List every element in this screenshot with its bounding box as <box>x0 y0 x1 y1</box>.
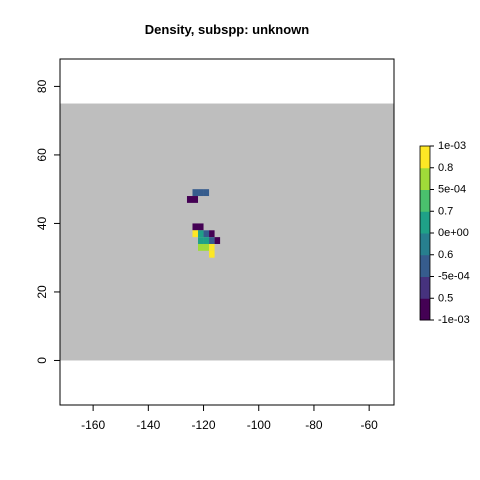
colorbar-segment <box>420 233 430 256</box>
heatmap-cell <box>192 223 199 231</box>
density-cells <box>186 189 221 258</box>
colorbar-segment <box>420 298 430 321</box>
heatmap-cell <box>192 196 199 203</box>
y-tick-label: 80 <box>35 79 49 93</box>
heatmap-cell <box>198 189 204 197</box>
colorbar-label: 0.5 <box>438 292 453 304</box>
heatmap-cell <box>209 250 215 258</box>
y-tick-label: 60 <box>35 148 49 162</box>
colorbar-label: 0.7 <box>438 205 453 217</box>
x-tick-label: -100 <box>247 418 271 432</box>
colorbar-label: -5e-04 <box>438 271 470 283</box>
colorbar-label: 0.6 <box>438 249 453 261</box>
heatmap-cell <box>209 230 215 238</box>
x-tick-label: -120 <box>192 418 216 432</box>
colorbar-segment <box>420 254 430 277</box>
heatmap-cell <box>192 189 199 197</box>
colorbar-segment <box>420 276 430 299</box>
background-region <box>60 103 394 361</box>
heatmap-cell <box>198 223 204 231</box>
heatmap-cell <box>186 196 193 203</box>
y-tick-label: 40 <box>35 216 49 230</box>
x-tick-label: -80 <box>305 418 323 432</box>
colorbar-segment <box>420 146 430 169</box>
colorbar-segment <box>420 189 430 212</box>
heatmap-cell <box>203 230 210 238</box>
colorbar-segment <box>420 167 430 190</box>
colorbar-label: 1e-03 <box>438 140 466 152</box>
colorbar-label: 5e-04 <box>438 184 466 196</box>
heatmap-cell <box>209 243 215 251</box>
colorbar-label: 0.8 <box>438 162 453 174</box>
heatmap-cell <box>198 243 204 251</box>
heatmap-cell <box>209 237 215 244</box>
colorbar-legend: 1e-03 5e-04 0e+00 -5e-04 -1e-03 0.8 0.7 0.6 0.5 <box>419 140 470 326</box>
heatmap-cell <box>198 237 204 244</box>
heatmap-cell <box>214 237 221 244</box>
heatmap-cell <box>203 243 210 251</box>
heatmap-cell <box>203 237 210 244</box>
heatmap-cell <box>192 230 199 238</box>
x-tick-label: -140 <box>136 418 160 432</box>
heatmap-cell <box>198 230 204 238</box>
colorbar-label: 0e+00 <box>438 227 469 239</box>
y-axis: 0 20 40 60 80 <box>35 79 61 364</box>
chart-title: Density, subspp: unknown <box>144 22 310 37</box>
x-tick-label: -160 <box>81 418 105 432</box>
heatmap-cell <box>203 189 210 197</box>
x-tick-label: -60 <box>360 418 378 432</box>
colorbar-label: -1e-03 <box>438 314 470 326</box>
y-tick-label: 20 <box>35 285 49 299</box>
x-axis: -160 -140 -120 -100 -80 -60 <box>81 404 378 432</box>
colorbar-segment <box>420 211 430 234</box>
y-tick-label: 0 <box>35 357 49 364</box>
